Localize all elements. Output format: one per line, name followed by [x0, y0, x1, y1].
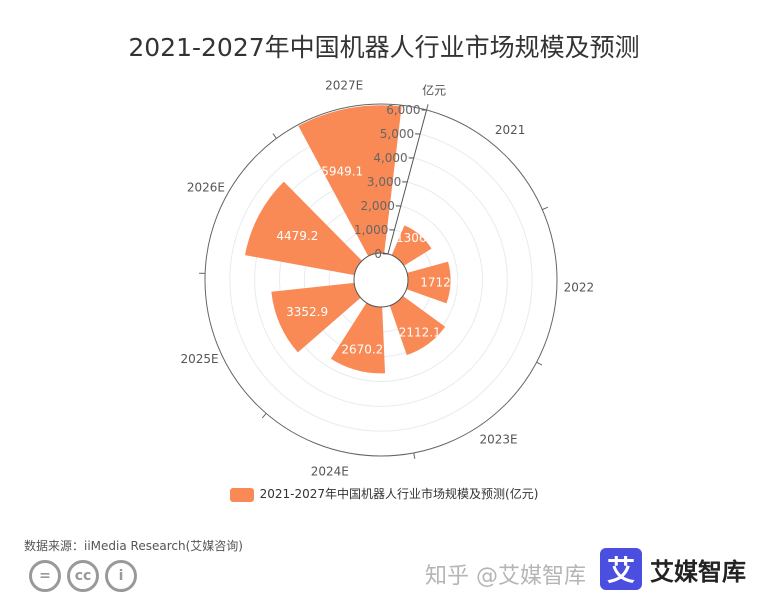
category-label: 2026E: [187, 180, 225, 194]
bar-2025E: [271, 282, 361, 353]
bar-2024E: [330, 302, 386, 374]
category-label: 2022: [564, 280, 595, 294]
data-label: 2112.1: [399, 325, 441, 339]
angle-axis-tick: [272, 133, 277, 139]
radial-axis-label: 5,000: [380, 127, 414, 141]
radial-axis-label: 3,000: [367, 175, 401, 189]
legend[interactable]: 2021-2027年中国机器人行业市场规模及预测(亿元): [0, 485, 768, 502]
radial-axis-label: 4,000: [373, 151, 407, 165]
bar-2022: [406, 261, 451, 304]
chart-title: 2021-2027年中国机器人行业市场规模及预测: [128, 33, 640, 62]
radial-axis-label: 0: [374, 247, 382, 261]
category-label: 2025E: [180, 352, 218, 366]
radial-axis-label: 1,000: [354, 223, 388, 237]
data-label: 4479.2: [276, 229, 318, 243]
data-label: 5949.1: [321, 165, 363, 179]
radial-axis-name: 亿元: [422, 82, 446, 97]
category-label: 2021: [495, 123, 526, 137]
nd-icon: =: [29, 560, 61, 592]
angle-axis-tick: [413, 452, 416, 459]
cc-icon: cc: [67, 560, 99, 592]
inner-circle: [353, 252, 409, 308]
radial-axis-label: 6,000: [386, 103, 420, 117]
angle-axis-tick: [542, 206, 549, 211]
category-label: 2023E: [480, 432, 518, 446]
category-label: 2024E: [311, 464, 349, 478]
brand-logo-icon: 艾: [600, 548, 642, 590]
angle-axis-tick: [536, 361, 543, 366]
brand-logo: 艾 艾媒智库: [600, 548, 746, 590]
data-label: 1306.8: [396, 231, 438, 245]
data-label: 2670.2: [341, 343, 383, 357]
bar-2026E: [245, 181, 363, 276]
bar-2027E: [298, 105, 402, 257]
bar-2021: [391, 225, 432, 266]
data-label: 3352.9: [286, 305, 328, 319]
source-note: 数据来源：iiMedia Research(艾媒咨询): [24, 539, 243, 553]
angle-axis-line: [204, 103, 558, 457]
radial-axis-label: 2,000: [360, 199, 394, 213]
data-label: 1712.4: [420, 275, 462, 289]
bar-2023E: [389, 295, 446, 356]
legend-swatch: [229, 487, 254, 502]
by-icon: i: [105, 560, 137, 592]
angle-axis-tick: [261, 413, 267, 419]
category-label: 2027E: [325, 78, 363, 92]
legend-label: 2021-2027年中国机器人行业市场规模及预测(亿元): [259, 487, 539, 501]
cc-license-icons: = cc i: [29, 560, 137, 592]
angle-axis-tick: [426, 104, 429, 111]
watermark: 知乎 @艾媒智库: [425, 564, 586, 589]
brand-name: 艾媒智库: [650, 557, 746, 586]
